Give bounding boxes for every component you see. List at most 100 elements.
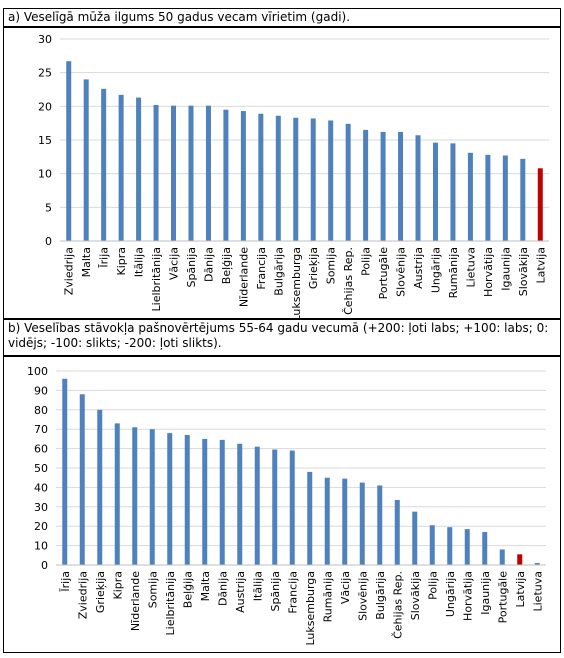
bar-Spānija: [272, 449, 278, 565]
bar-Dānija: [219, 439, 225, 565]
x-category-label: Itālija: [251, 571, 264, 601]
bar-Portugāle: [380, 131, 386, 241]
y-tick-label: 30: [34, 501, 48, 514]
x-category-label: Austrija: [234, 571, 247, 613]
x-category-label: Francija: [255, 247, 268, 290]
bar-Malta: [202, 438, 208, 565]
x-category-label: Igaunija: [479, 571, 492, 615]
bar-Čehijas Rep.: [394, 500, 400, 565]
y-tick-label: 20: [38, 100, 52, 113]
bar-Spānija: [188, 105, 194, 241]
y-tick-label: 20: [34, 520, 48, 533]
bar-Slovākija: [412, 511, 418, 565]
x-category-label: Malta: [199, 571, 212, 601]
bar-Horvātija: [485, 154, 491, 241]
x-category-label: Polija: [360, 247, 373, 276]
x-category-label: Somija: [146, 571, 159, 608]
y-tick-label: 25: [38, 67, 52, 80]
x-category-label: Francija: [286, 571, 299, 614]
x-category-label: Kipra: [115, 247, 128, 276]
bar-Kipra: [118, 94, 124, 242]
bar-Polija: [429, 525, 435, 565]
chart-a: 0 5 10 15 20 25 30 Zviedrija Malta Īrija Kipra Itāl…: [38, 33, 549, 318]
bar-Polija: [363, 129, 369, 241]
x-category-label: Lietuva: [531, 571, 544, 612]
bar-Malta: [83, 79, 89, 242]
bar-Slovēnija: [398, 131, 404, 241]
bar-Somija: [149, 429, 155, 565]
bar-Nīderlande: [132, 427, 138, 565]
x-category-label: Luksemburga: [290, 247, 303, 318]
x-category-label: Slovākija: [517, 247, 530, 296]
x-category-label: Čehijas Rep.: [391, 571, 404, 639]
x-category-label: Čehijas Rep.: [342, 247, 355, 315]
x-category-label: Horvātija: [461, 571, 474, 621]
bar-Itālija: [254, 446, 260, 565]
bar-Lielbritānija: [153, 104, 159, 241]
bar-Ungārija: [447, 527, 453, 565]
y-tick-label: 30: [38, 33, 52, 46]
bar-Nīderlande: [240, 111, 246, 242]
chart-b-title: b) Veselības stāvokļa pašnovērtējums 55-…: [3, 319, 561, 356]
x-category-label: Somija: [325, 247, 338, 284]
x-category-label: Slovēnija: [356, 571, 369, 621]
bar-Dānija: [205, 105, 211, 241]
x-category-label: Spānija: [269, 571, 282, 612]
y-tick-label: 15: [38, 134, 52, 147]
x-category-label: Zviedrija: [76, 571, 89, 619]
bar-Rumānija: [324, 477, 330, 565]
x-category-label: Beļģija: [220, 247, 233, 284]
bar-Austrija: [415, 135, 421, 241]
x-category-label: Itālija: [133, 247, 146, 277]
x-category-label: Īrija: [59, 571, 72, 592]
x-category-label: Slovēnija: [395, 247, 408, 297]
y-tick-label: 70: [34, 423, 48, 436]
x-category-label: Spānija: [185, 247, 198, 288]
bar-Itālija: [136, 97, 142, 241]
bar-Igaunija: [502, 155, 508, 241]
x-category-label: Igaunija: [499, 247, 512, 291]
bar-Zviedrija: [79, 394, 85, 565]
bar-Čehijas Rep.: [345, 123, 351, 241]
x-category-label: Grieķija: [307, 247, 320, 289]
y-tick-label: 80: [34, 404, 48, 417]
bar-Francija: [258, 113, 264, 241]
bar-Beļģija: [184, 435, 190, 565]
bar-Francija: [289, 450, 295, 565]
x-category-label: Malta: [80, 247, 93, 277]
x-category-label: Bulgārija: [374, 571, 387, 620]
bar-Īrija: [101, 88, 107, 242]
y-tick-label: 0: [41, 559, 48, 572]
x-category-label: Lietuva: [464, 247, 477, 288]
bar-Igaunija: [482, 532, 488, 565]
x-category-label: Ungārija: [429, 247, 442, 293]
bar-Grieķija: [310, 118, 316, 241]
x-category-label: Dānija: [216, 571, 229, 606]
x-category-label: Dānija: [202, 247, 215, 282]
x-category-label: Beļģija: [181, 571, 194, 608]
y-tick-label: 5: [45, 201, 52, 214]
y-tick-label: 40: [34, 481, 48, 494]
x-category-label: Rumānija: [447, 247, 460, 298]
chart-a-title: a) Veselīgā mūža ilgums 50 gadus vecam v…: [3, 8, 561, 27]
x-category-label: Lielbritānija: [164, 571, 177, 635]
x-category-label: Portugāle: [496, 571, 509, 624]
bar-Lielbritānija: [167, 433, 173, 565]
bar-Slovākija: [520, 158, 526, 241]
bar-Lietuva: [467, 152, 473, 241]
bar-Latvija: [517, 554, 523, 565]
bar-Ungārija: [432, 142, 438, 241]
y-tick-label: 10: [34, 540, 48, 553]
bar-Kipra: [114, 423, 120, 565]
x-category-label: Grieķija: [94, 571, 107, 613]
y-tick-label: 100: [27, 365, 48, 378]
x-category-label: Portugāle: [377, 247, 390, 300]
x-category-label: Latvija: [514, 571, 527, 608]
bar-Beļģija: [223, 109, 229, 241]
x-category-label: Lielbritānija: [150, 247, 163, 311]
y-tick-label: 90: [34, 384, 48, 397]
bar-Horvātija: [464, 529, 470, 565]
chart-b-box: 0 10 20 30 40 50 60 70 80 90 100 Īrija Zviedrija Grie…: [3, 356, 561, 653]
bar-Bulgārija: [275, 115, 281, 241]
x-category-label: Luksemburga: [304, 571, 317, 646]
